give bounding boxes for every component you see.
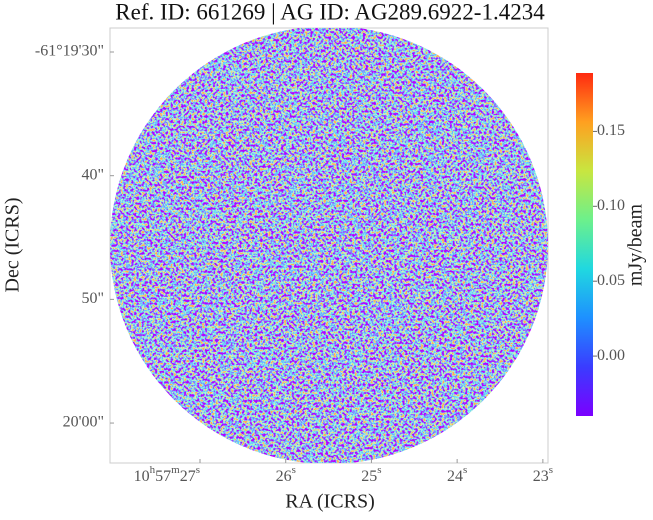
colorbar-tick-label: 0.05 [597,272,625,289]
y-tick-label: -61°19'30" [35,43,104,60]
colorbar-label: mJy/beam [625,203,647,286]
y-axis-label: Dec (ICRS) [2,198,24,293]
colorbar [576,73,593,416]
x-axis-label: RA (ICRS) [285,491,374,513]
y-tick-label: 40" [81,166,104,183]
chart-title: Ref. ID: 661269 | AG ID: AG289.6922-1.42… [115,0,545,24]
x-tick-label: 10h57m27s [134,464,200,485]
x-tick-label: 23s [533,464,553,485]
x-tick-label: 24s [447,464,467,485]
colorbar-tick-label: 0.00 [597,347,625,364]
y-tick-label: 20'00" [63,414,104,431]
colorbar-tick-label: 0.10 [597,197,625,214]
x-tick-label: 26s [276,464,296,485]
x-tick-label: 25s [361,464,381,485]
colorbar-tick-label: 0.15 [597,122,625,139]
image-map [110,28,548,463]
y-tick-label: 50" [81,290,104,307]
